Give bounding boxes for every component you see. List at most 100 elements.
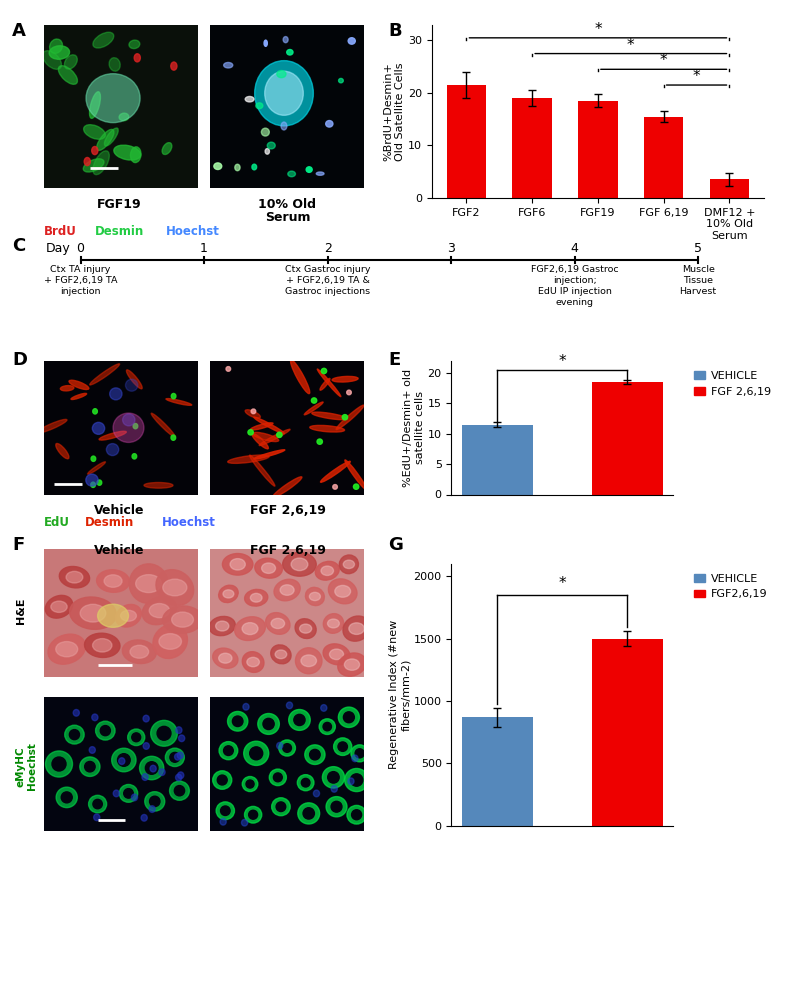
Text: B: B [388, 22, 402, 40]
Ellipse shape [245, 806, 261, 823]
Ellipse shape [331, 785, 337, 792]
Text: *: * [693, 69, 700, 84]
Ellipse shape [220, 806, 230, 816]
Ellipse shape [276, 432, 282, 437]
Ellipse shape [304, 402, 323, 414]
Ellipse shape [217, 775, 227, 785]
Ellipse shape [166, 748, 185, 766]
Ellipse shape [319, 719, 335, 735]
Ellipse shape [328, 771, 339, 783]
Text: 4: 4 [571, 242, 578, 255]
Ellipse shape [333, 738, 352, 756]
Ellipse shape [150, 720, 177, 747]
Ellipse shape [256, 103, 263, 109]
Ellipse shape [276, 802, 286, 812]
Ellipse shape [163, 580, 187, 595]
Ellipse shape [80, 757, 100, 776]
Ellipse shape [223, 746, 234, 756]
Text: 5: 5 [694, 242, 702, 255]
Ellipse shape [323, 644, 350, 665]
Ellipse shape [127, 370, 143, 389]
Ellipse shape [253, 432, 279, 442]
Ellipse shape [141, 815, 147, 821]
Ellipse shape [83, 159, 104, 172]
Ellipse shape [287, 171, 295, 177]
Ellipse shape [242, 652, 264, 673]
Ellipse shape [159, 634, 181, 650]
Text: Day: Day [46, 242, 70, 255]
Ellipse shape [176, 774, 181, 781]
Ellipse shape [85, 633, 120, 658]
Ellipse shape [177, 771, 184, 778]
Ellipse shape [344, 712, 354, 723]
Ellipse shape [247, 658, 260, 667]
Ellipse shape [120, 610, 136, 621]
Ellipse shape [150, 796, 160, 807]
Ellipse shape [303, 808, 314, 819]
Ellipse shape [305, 745, 325, 764]
Text: C: C [12, 237, 25, 255]
Legend: VEHICLE, FGF2,6,19: VEHICLE, FGF2,6,19 [690, 570, 772, 603]
Ellipse shape [272, 798, 290, 816]
Ellipse shape [66, 572, 83, 583]
Ellipse shape [97, 604, 128, 627]
Ellipse shape [274, 580, 300, 601]
Ellipse shape [143, 596, 177, 625]
Ellipse shape [48, 634, 86, 665]
Ellipse shape [306, 587, 325, 605]
Ellipse shape [125, 379, 138, 392]
Ellipse shape [294, 714, 305, 726]
Ellipse shape [326, 121, 333, 127]
Ellipse shape [149, 806, 155, 812]
Ellipse shape [343, 616, 370, 641]
Y-axis label: %EdU+/Desmin+ old
satellite cells: %EdU+/Desmin+ old satellite cells [403, 369, 425, 487]
Ellipse shape [61, 792, 72, 803]
Ellipse shape [261, 129, 269, 136]
Bar [578, 101, 618, 198]
Ellipse shape [250, 593, 262, 602]
Ellipse shape [348, 38, 356, 45]
Ellipse shape [159, 768, 165, 775]
Ellipse shape [109, 388, 122, 400]
Ellipse shape [323, 613, 344, 633]
Ellipse shape [135, 575, 162, 592]
Ellipse shape [338, 707, 360, 728]
Text: eMyHC
Hoechst: eMyHC Hoechst [16, 743, 37, 790]
Ellipse shape [246, 780, 254, 788]
Ellipse shape [177, 752, 184, 759]
Ellipse shape [295, 648, 322, 674]
Ellipse shape [56, 787, 78, 808]
Ellipse shape [316, 172, 324, 175]
Ellipse shape [84, 157, 90, 165]
Ellipse shape [244, 741, 268, 765]
Ellipse shape [288, 709, 310, 731]
Ellipse shape [45, 595, 73, 618]
Ellipse shape [223, 62, 233, 68]
Text: *: * [558, 577, 566, 591]
Ellipse shape [310, 425, 345, 432]
Ellipse shape [149, 603, 169, 618]
Ellipse shape [89, 747, 95, 754]
Ellipse shape [317, 439, 322, 444]
Ellipse shape [250, 422, 273, 430]
Ellipse shape [291, 360, 310, 394]
Ellipse shape [343, 560, 355, 569]
Ellipse shape [215, 621, 229, 631]
Ellipse shape [276, 743, 283, 749]
Ellipse shape [52, 757, 66, 771]
Text: EdU: EdU [44, 516, 70, 529]
Ellipse shape [49, 45, 70, 59]
Bar [462, 424, 533, 494]
Ellipse shape [332, 377, 358, 382]
Ellipse shape [162, 606, 203, 633]
Ellipse shape [230, 559, 246, 570]
Ellipse shape [255, 60, 314, 126]
Bar [462, 717, 533, 826]
Ellipse shape [85, 762, 95, 771]
Text: *: * [627, 38, 634, 52]
Ellipse shape [86, 474, 98, 487]
Ellipse shape [131, 733, 141, 742]
Ellipse shape [249, 747, 263, 760]
Ellipse shape [220, 819, 227, 825]
Text: 2: 2 [324, 242, 332, 255]
